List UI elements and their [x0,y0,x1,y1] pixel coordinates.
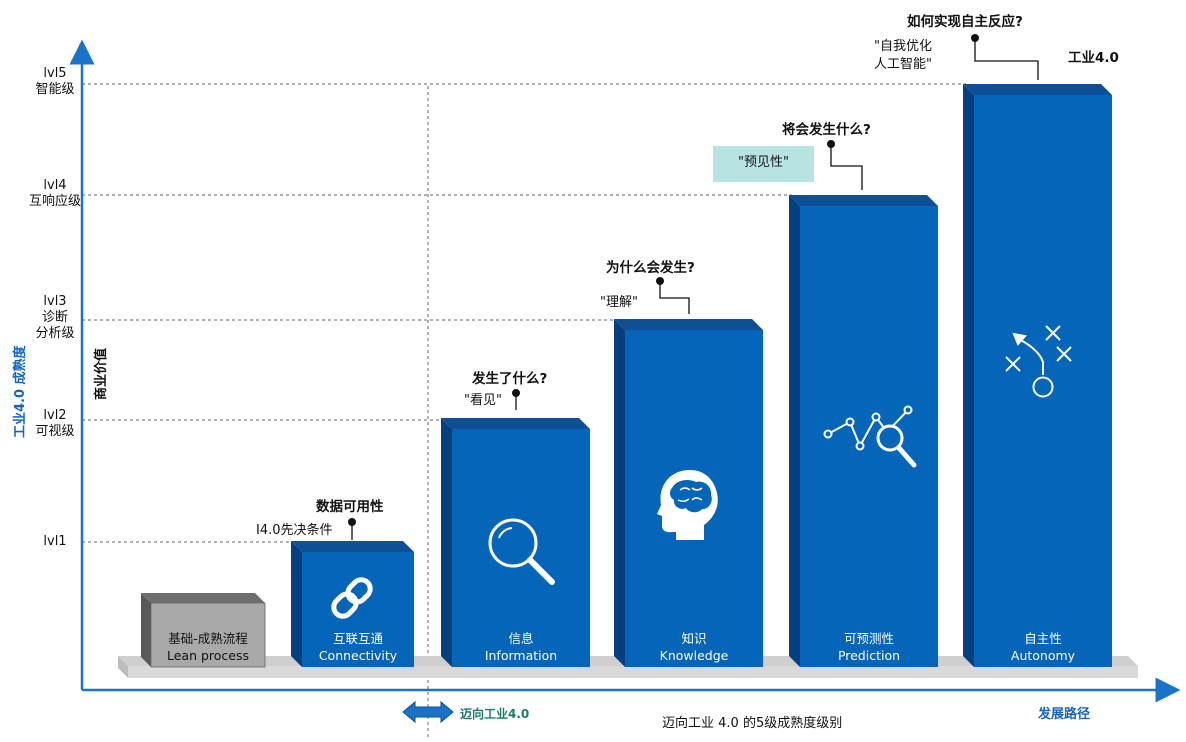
level-lvl4: lvl4 互响应级 [20,178,90,210]
stage-cn: 可预测性 [843,631,894,646]
transition-label: 迈向工业4.0 [460,707,530,721]
transition-arrow-icon [402,700,454,724]
top-label: 工业4.0 [1068,50,1119,66]
bar-connectivity [291,541,414,667]
stage-cn: 基础-成熟流程 [168,631,248,646]
level-name: 智能级 [35,82,75,97]
question-autonomy: 如何实现自主反应? [907,14,1023,30]
level-lvl2: lvl2 可视级 [20,408,90,440]
stage-en: Connectivity [318,648,398,663]
level-code: lvl4 [43,178,67,193]
pin-information [512,389,520,397]
stage-cn: 自主性 [1024,631,1062,646]
stage-en: Lean process [166,648,250,663]
question-knowledge: 为什么会发生? [606,260,695,276]
level-code: lvl3 [43,294,67,309]
question-information: 发生了什么? [472,371,548,387]
note-autonomy: "自我优化 人工智能" [874,39,932,72]
stage-prediction: 可预测性 Prediction [800,630,938,664]
strategy-play-icon [1005,325,1072,398]
pin-connectivity [348,518,356,526]
question-connectivity: 数据可用性 [316,499,384,515]
level-name: 诊断 分析级 [35,310,75,341]
level-gridlines [82,83,966,740]
question-prediction: 将会发生什么? [782,122,871,138]
stage-autonomy: 自主性 Autonomy [974,630,1112,664]
link-icon [331,577,373,619]
level-code: lvl1 [43,534,67,549]
bar-information [441,418,590,667]
pin-prediction [827,140,835,148]
note-connectivity: I4.0先决条件 [256,523,333,538]
y-axis-label: 工业4.0 成熟度 [13,345,28,438]
trend-search-icon [823,405,917,468]
stage-en: Information [484,648,558,663]
stage-knowledge: 知识 Knowledge [625,630,763,664]
callout-pins [351,40,1039,540]
level-code: lvl2 [43,408,67,423]
stage-en: Knowledge [659,648,729,663]
level-lvl5: lvl5 智能级 [20,66,90,98]
stage-information: 信息 Information [452,630,590,664]
note-prediction: "预见性" [713,146,814,182]
level-code: lvl5 [43,66,67,81]
stage-en: Autonomy [1010,648,1076,663]
bar-autonomy [963,84,1112,667]
lean-box-side [141,593,151,667]
stage-cn: 信息 [508,631,534,646]
floor-side [118,656,128,678]
lean-box-top [141,593,265,603]
bar-prediction [789,195,938,667]
magnifier-icon [488,518,555,585]
brain-head-icon [657,470,718,540]
level-lvl3: lvl3 诊断 分析级 [20,294,90,342]
level-name: 可视级 [35,424,75,439]
floor-front [128,666,1138,678]
level-lvl1: lvl1 [20,534,90,550]
stage-en: Prediction [837,648,901,663]
note-information: "看见" [464,393,502,408]
level-name: 互响应级 [28,194,81,209]
value-axis-label: 商业价值 [94,347,109,400]
stage-lean: 基础-成熟流程 Lean process [151,630,265,664]
pin-knowledge [656,277,664,285]
x-axis-label: 发展路径 [1038,707,1091,722]
pin-autonomy [971,34,979,42]
stage-cn: 互联互通 [332,631,383,646]
stage-cn: 知识 [681,631,707,646]
lean-box-front [150,602,266,668]
note-knowledge: "理解" [600,295,638,310]
diagram-title: 迈向工业 4.0 的5级成熟度级别 [662,716,843,731]
stage-connectivity: 互联互通 Connectivity [302,630,414,664]
